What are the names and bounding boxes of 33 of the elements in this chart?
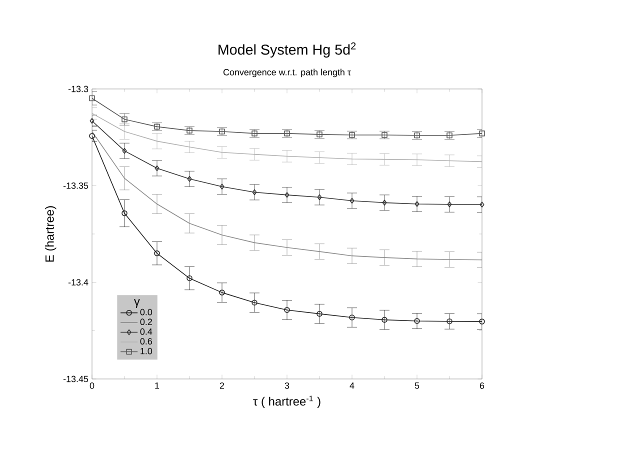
point [284, 130, 290, 136]
x-tick-label: 2 [220, 382, 224, 389]
legend-label: 0.4 [140, 328, 152, 335]
point [349, 132, 355, 138]
point [382, 132, 388, 138]
legend-label: 1.0 [140, 348, 152, 354]
point [316, 132, 322, 138]
point [89, 95, 95, 102]
x-tick-label: 3 [284, 382, 290, 389]
x-tick-label: 1 [155, 382, 160, 389]
legend-label: 0.2 [140, 318, 152, 326]
legend-title: γ [134, 299, 140, 308]
y-tick-label: -13.45 [63, 376, 88, 382]
x-tick-label: 5 [414, 382, 420, 389]
point [219, 128, 225, 134]
legend-label: 0.6 [140, 338, 152, 345]
x-tick-label: 6 [480, 382, 484, 389]
point [154, 124, 160, 130]
y-axis-title: E (hartree) [45, 206, 56, 262]
point [122, 116, 128, 122]
point [186, 128, 192, 134]
x-tick-label: 4 [350, 382, 354, 389]
point [252, 130, 258, 136]
legend-label: 0.0 [140, 308, 152, 316]
y-tick-label: -13.4 [68, 279, 88, 286]
y-tick-label: -13.3 [68, 86, 88, 92]
point [446, 132, 452, 138]
chart-subtitle: Convergence w.r.t. path length τ [223, 68, 351, 78]
x-tick-label: 0 [90, 382, 94, 389]
chart-title: Model System Hg 5d$^{2}$ [218, 42, 356, 58]
x-axis-title: τ ( hartree$^{-1}$ ) [253, 396, 320, 408]
point [414, 132, 420, 138]
y-tick-label: -13.35 [63, 182, 88, 189]
